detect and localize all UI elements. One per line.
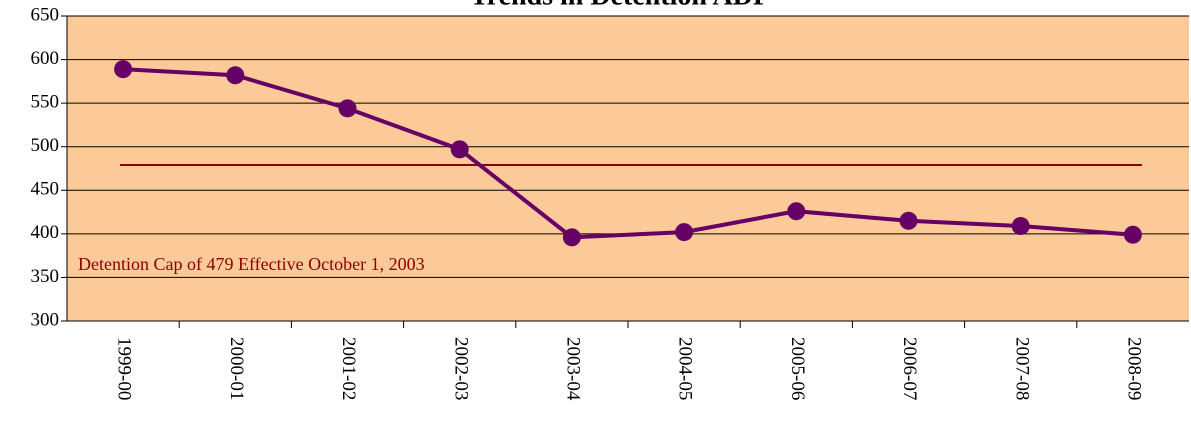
y-tick-label: 500: [31, 135, 60, 156]
y-tick-label: 450: [31, 179, 60, 200]
y-tick-label: 400: [31, 222, 60, 243]
x-tick-label: 2003-04: [563, 337, 584, 401]
chart-title: Trends in Detention ADP: [470, 0, 770, 11]
marker: [1011, 217, 1030, 236]
x-tick-label: 2001-02: [338, 337, 359, 400]
y-tick-label: 600: [31, 48, 60, 69]
marker: [899, 211, 918, 230]
y-tick-label: 650: [31, 4, 60, 25]
x-tick-label: 2007-08: [1011, 337, 1032, 400]
marker: [787, 202, 806, 221]
marker: [675, 223, 694, 242]
annotation: Detention Cap of 479 Effective October 1…: [78, 254, 425, 274]
x-tick-label: 1999-00: [114, 337, 135, 400]
x-tick-label: 2005-06: [787, 337, 808, 400]
x-tick-label: 2008-09: [1124, 337, 1145, 400]
x-tick-label: 2004-05: [675, 337, 696, 400]
y-tick-label: 300: [31, 309, 60, 330]
marker: [338, 99, 357, 118]
y-tick-label: 350: [31, 266, 60, 287]
marker: [114, 60, 133, 79]
marker: [450, 140, 469, 159]
marker: [226, 66, 245, 85]
x-tick-label: 2006-07: [899, 337, 920, 400]
plot-background: [67, 16, 1189, 321]
x-tick-label: 2000-01: [226, 337, 247, 400]
marker: [1123, 225, 1142, 244]
x-tick-label: 2002-03: [450, 337, 471, 400]
line: [122, 67, 1134, 240]
y-tick-label: 550: [31, 92, 60, 113]
marker: [562, 228, 581, 247]
